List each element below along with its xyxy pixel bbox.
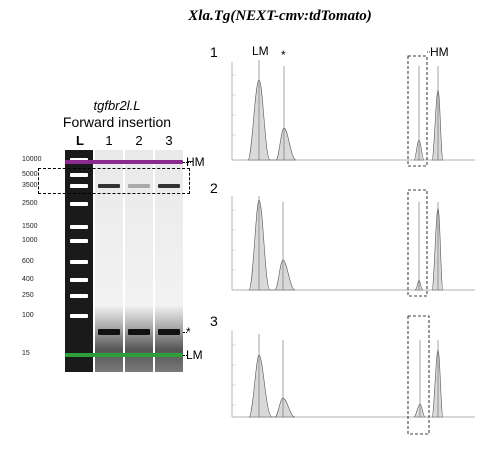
- lane-label-2: 2: [135, 133, 143, 148]
- ladder-size-label: 15: [22, 350, 30, 357]
- sample-band-hm: [158, 184, 180, 188]
- ladder-band: [70, 173, 88, 177]
- ladder-size-label: 400: [22, 276, 34, 283]
- ladder-band: [70, 294, 88, 298]
- hm-region-box: [38, 168, 190, 194]
- ladder-size-label: 250: [22, 292, 34, 299]
- figure-title: Xla.Tg(NEXT-cmv:tdTomato): [188, 8, 372, 24]
- hm-region-box-1: [407, 55, 428, 167]
- ladder-size-label: 100: [22, 312, 34, 319]
- peak-label-star: *: [281, 48, 286, 62]
- panel-number-3: 3: [210, 313, 218, 329]
- ladder-size-label: 600: [22, 258, 34, 265]
- ladder-size-label: 1000: [22, 237, 38, 244]
- sample-band-star: [128, 329, 150, 335]
- ladder-band: [70, 225, 88, 229]
- peak-label-lm: LM: [252, 44, 269, 58]
- ladder-size-label: 5000: [22, 171, 38, 178]
- lane-label-3: 3: [165, 133, 173, 148]
- ladder-band: [70, 184, 88, 188]
- sample-band-hm: [128, 184, 150, 188]
- sample-band-star: [98, 329, 120, 335]
- electropherogram-panel-3: [231, 315, 475, 435]
- ladder-band: [70, 239, 88, 243]
- electropherogram-panel-1: [231, 55, 475, 167]
- peak-label-hm: HM: [430, 45, 449, 59]
- hm-pointer: [183, 162, 191, 163]
- ladder-band: [70, 278, 88, 282]
- ladder-size-label: 2500: [22, 200, 38, 207]
- star-pointer: [183, 332, 187, 333]
- ladder-band: [70, 314, 88, 318]
- ladder-size-label: 1500: [22, 223, 38, 230]
- gel-subtitle: Forward insertion: [62, 114, 172, 130]
- gene-label: tgfbr2l.L: [93, 98, 141, 113]
- hm-band-label: HM: [186, 155, 205, 169]
- ladder-size-label: 10000: [22, 156, 42, 163]
- ladder-size-label: 3500: [22, 182, 38, 189]
- ladder-band: [70, 260, 88, 264]
- lane-label-ladder: L: [76, 133, 84, 148]
- lane-label-1: 1: [105, 133, 113, 148]
- sample-band-star: [158, 329, 180, 335]
- ladder-band: [70, 202, 88, 206]
- lm-marker-band: [65, 353, 183, 357]
- panel-number-2: 2: [210, 180, 218, 196]
- sample-band-hm: [98, 184, 120, 188]
- electropherogram-panel-2: [231, 189, 475, 297]
- peak-lm-star: [247, 79, 297, 161]
- lm-band-label: LM: [186, 348, 203, 362]
- panel-number-1: 1: [210, 44, 218, 60]
- star-band-label: *: [186, 325, 191, 339]
- lm-pointer: [183, 355, 187, 356]
- peak-hm-marker: [431, 89, 444, 161]
- hm-marker-band: [65, 160, 183, 164]
